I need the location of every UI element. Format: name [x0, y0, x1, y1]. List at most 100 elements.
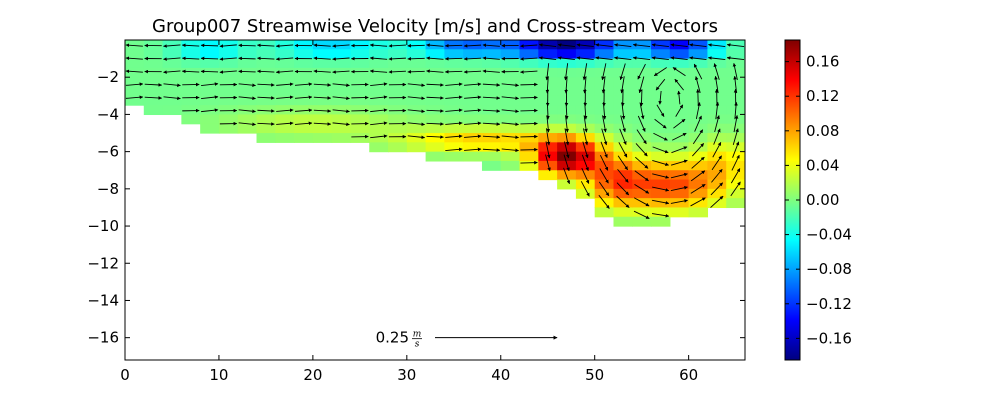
y-tick-label: −8 — [97, 180, 119, 198]
velocity-cell — [200, 123, 220, 134]
velocity-cell — [181, 40, 201, 50]
y-tick-label: −16 — [87, 329, 119, 347]
velocity-cell — [707, 49, 727, 60]
velocity-cell — [369, 77, 389, 88]
velocity-cell — [707, 133, 727, 143]
cross-stream-vector — [599, 168, 609, 184]
velocity-cell — [669, 77, 690, 88]
velocity-cell — [388, 142, 408, 153]
velocity-cell — [331, 105, 352, 116]
cross-stream-vector — [294, 95, 313, 100]
velocity-cell — [237, 67, 258, 78]
velocity-cell — [594, 179, 615, 190]
cross-stream-vector — [501, 148, 519, 153]
cross-stream-vector — [652, 146, 669, 154]
y-tick-label: −14 — [87, 291, 119, 309]
cross-stream-vector — [670, 186, 688, 192]
velocity-cell — [651, 133, 671, 143]
velocity-cell — [406, 40, 427, 50]
velocity-cell — [388, 67, 408, 78]
velocity-cell — [557, 179, 577, 190]
velocity-cell — [181, 114, 201, 125]
cross-stream-vector — [563, 154, 570, 172]
velocity-cell — [594, 67, 615, 78]
velocity-cell — [275, 123, 295, 134]
velocity-cell — [406, 133, 427, 143]
cross-stream-vector — [694, 115, 702, 132]
velocity-cell — [500, 49, 521, 60]
cross-stream-vector — [482, 56, 500, 60]
cross-stream-vector — [598, 181, 610, 197]
velocity-cell — [369, 95, 389, 106]
cross-stream-vector — [407, 70, 425, 74]
cross-stream-vector — [445, 134, 463, 139]
cross-stream-vector — [563, 167, 571, 185]
velocity-cell — [481, 133, 502, 143]
velocity-cell — [425, 142, 445, 153]
cross-stream-vector — [520, 44, 538, 48]
velocity-cell — [688, 58, 709, 69]
cross-stream-vector — [219, 44, 237, 48]
cross-stream-vector — [673, 118, 686, 129]
colorbar-tick-label: 0.04 — [806, 156, 839, 174]
velocity-cell — [669, 40, 690, 50]
cross-stream-vector — [674, 78, 684, 91]
velocity-cell — [256, 49, 276, 60]
velocity-cell — [312, 49, 333, 60]
velocity-cell — [632, 151, 652, 162]
velocity-cell — [312, 58, 333, 69]
velocity-cell — [256, 77, 276, 88]
velocity-cell — [406, 105, 427, 116]
velocity-cell — [726, 49, 745, 60]
cross-stream-vector — [652, 173, 670, 179]
cross-stream-vector — [581, 167, 590, 184]
cross-stream-vector — [313, 83, 332, 87]
velocity-cell — [613, 151, 633, 162]
cross-stream-vector — [602, 115, 607, 133]
cross-stream-vector — [294, 108, 313, 113]
cross-stream-vector — [426, 96, 444, 100]
velocity-cell — [519, 160, 539, 171]
velocity-cell — [500, 86, 521, 97]
cross-stream-vector — [464, 147, 482, 152]
velocity-cell — [331, 133, 352, 143]
velocity-cell — [519, 123, 539, 134]
velocity-cell — [613, 142, 633, 153]
velocity-cell — [651, 151, 671, 162]
velocity-cell — [369, 58, 389, 69]
velocity-cell — [331, 49, 352, 60]
velocity-cell — [388, 49, 408, 60]
cross-stream-vector — [407, 56, 425, 61]
velocity-cell — [557, 142, 577, 153]
velocity-cell — [500, 77, 521, 88]
velocity-cell — [669, 123, 690, 134]
cross-stream-vector — [621, 102, 626, 120]
velocity-cell — [125, 49, 145, 60]
velocity-cell — [312, 133, 333, 143]
velocity-cell — [557, 40, 577, 50]
y-tick-label: −10 — [87, 217, 119, 235]
cross-stream-vector — [257, 56, 275, 61]
cross-stream-vector — [619, 128, 627, 145]
velocity-cell — [500, 133, 521, 143]
velocity-cell — [557, 58, 577, 69]
velocity-cell — [557, 151, 577, 162]
velocity-cell — [237, 49, 258, 60]
velocity-cell — [218, 114, 239, 125]
velocity-cell — [218, 49, 239, 60]
velocity-cell — [331, 114, 352, 125]
velocity-cell — [726, 142, 745, 153]
cross-stream-vector — [651, 56, 669, 61]
cross-stream-vector — [464, 82, 482, 87]
cross-stream-vector — [200, 69, 219, 74]
cross-stream-vector — [313, 96, 332, 100]
velocity-cell — [481, 151, 502, 162]
cross-stream-vector — [564, 63, 569, 81]
cross-stream-vector — [426, 135, 444, 139]
cross-stream-vector — [313, 43, 331, 48]
cross-stream-vector — [388, 57, 406, 61]
velocity-cell — [237, 86, 258, 97]
velocity-cell — [388, 86, 408, 97]
velocity-cell — [237, 77, 258, 88]
velocity-cell — [218, 67, 239, 78]
